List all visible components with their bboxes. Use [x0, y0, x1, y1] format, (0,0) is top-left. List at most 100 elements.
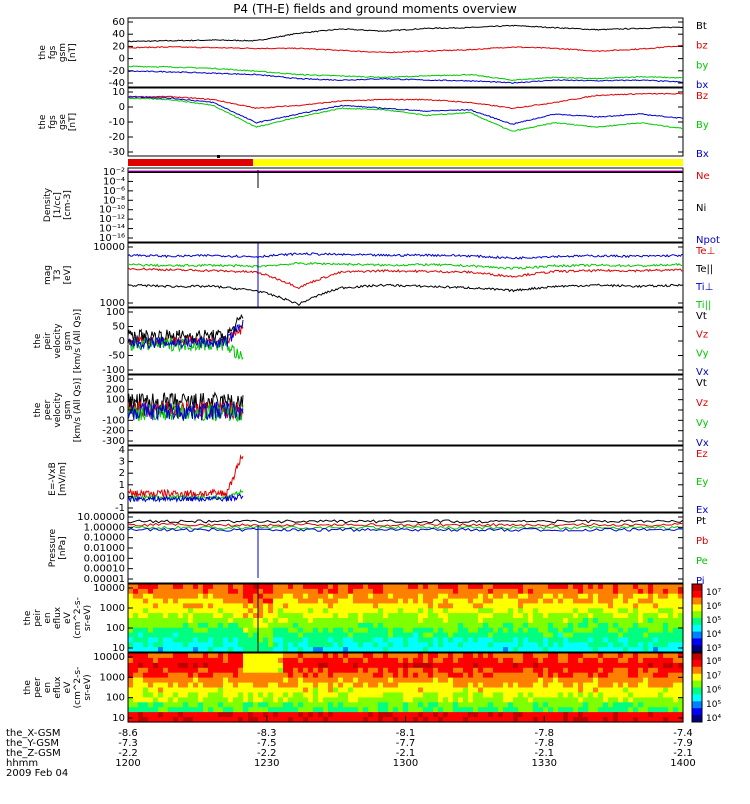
spectrogram-cell-peir	[193, 632, 199, 639]
spectrogram-cell-peir	[508, 618, 514, 624]
spectrogram-cell-peir	[648, 642, 654, 648]
spectrogram-cell-peer	[438, 662, 444, 669]
colorbar-cell	[692, 638, 702, 646]
spectrogram-cell-peir	[373, 622, 379, 629]
spectrogram-cell-peer	[508, 662, 514, 669]
spectrogram-cell-peir	[223, 584, 229, 590]
spectrogram-cell-peir	[548, 603, 554, 609]
spectrogram-cell-peir	[523, 613, 529, 619]
spectrogram-cell-peer	[638, 672, 644, 679]
spectrogram-cell-peir	[383, 618, 389, 624]
spectrogram-cell-peer	[423, 702, 429, 708]
spectrogram-cell-peer	[673, 682, 679, 689]
spectrogram-cell-peer	[208, 653, 214, 659]
spectrogram-cell-peir	[168, 613, 174, 619]
spectrogram-cell-peir	[138, 627, 144, 634]
spectrogram-cell-peir	[638, 632, 644, 639]
spectrogram-cell-peer	[408, 662, 414, 669]
spectrogram-cell-peir	[198, 642, 204, 648]
spectrogram-cell-peir	[228, 608, 234, 614]
spectrogram-cell-peer	[163, 682, 169, 689]
y-tick-label: -200	[102, 426, 125, 437]
spectrogram-cell-peer	[233, 717, 239, 723]
spectrogram-cell-peer	[248, 707, 254, 713]
spectrogram-cell-peer	[388, 697, 394, 703]
spectrogram-cell-peer	[333, 672, 339, 679]
spectrogram-cell-peer	[473, 657, 479, 664]
spectrogram-cell-peir	[193, 584, 199, 590]
y-axis-label: [km/s (All Qs)]	[73, 309, 83, 373]
spectrogram-cell-peir	[528, 603, 534, 609]
spectrogram-cell-peir	[563, 618, 569, 624]
spectrogram-cell-peer	[628, 657, 634, 664]
spectrogram-cell-peir	[603, 603, 609, 609]
spectrogram-cell-peir	[193, 598, 199, 605]
spectrogram-cell-peer	[583, 697, 589, 703]
spectrogram-cell-peir	[148, 608, 154, 614]
spectrogram-cell-peir	[668, 632, 674, 639]
spectrogram-cell-peer	[293, 702, 299, 708]
spectrogram-cell-peer	[483, 687, 489, 693]
spectrogram-cell-peer	[283, 667, 289, 674]
spectrogram-cell-peer	[278, 653, 284, 659]
y-axis-label: sr-eV)	[83, 674, 93, 700]
y-tick-label: 200	[106, 384, 125, 395]
spectrogram-cell-peir	[423, 593, 429, 600]
y-tick-label: 1000	[100, 298, 125, 309]
spectrogram-cell-peer	[153, 653, 159, 659]
spectrogram-cell-peir	[543, 622, 549, 629]
spectrogram-cell-peir	[378, 622, 384, 629]
spectrogram-cell-peir	[548, 588, 554, 595]
spectrogram-cell-peer	[183, 692, 189, 698]
spectrogram-cell-peir	[458, 588, 464, 595]
spectrogram-cell-peer	[458, 707, 464, 713]
spectrogram-cell-peir	[493, 588, 499, 595]
spectrogram-cell-peer	[553, 657, 559, 664]
spectrogram-cell-peir	[253, 603, 259, 609]
spectrogram-cell-peir	[193, 613, 199, 619]
spectrogram-cell-peir	[183, 618, 189, 624]
spectrogram-cell-peer	[158, 662, 164, 669]
spectrogram-cell-peir	[353, 627, 359, 634]
y-tick-label: 1000	[100, 603, 125, 614]
spectrogram-cell-peer	[533, 692, 539, 698]
spectrogram-cell-peir	[363, 608, 369, 614]
spectrogram-cell-peer	[643, 692, 649, 698]
spectrogram-cell-peir	[243, 618, 249, 624]
spectrogram-cell-peir	[388, 618, 394, 624]
spectrogram-cell-peir	[418, 632, 424, 639]
spectrogram-cell-peir	[503, 603, 509, 609]
spectrogram-cell-peir	[513, 598, 519, 605]
spectrogram-cell-peir	[323, 593, 329, 600]
spectrogram-cell-peir	[648, 598, 654, 605]
spectrogram-cell-peir	[588, 598, 594, 605]
spectrogram-cell-peer	[678, 682, 684, 689]
spectrogram-cell-peir	[173, 598, 179, 605]
spectrogram-cell-peir	[413, 593, 419, 600]
spectrogram-cell-peer	[208, 702, 214, 708]
spectrogram-cell-peer	[538, 682, 544, 689]
spectrogram-cell-peir	[203, 603, 209, 609]
spectrogram-cell-peir	[428, 637, 434, 643]
spectrogram-cell-peir	[333, 618, 339, 624]
spectrogram-cell-peir	[343, 618, 349, 624]
spectrogram-cell-peir	[313, 584, 319, 590]
spectrogram-cell-peer	[378, 702, 384, 708]
spectrogram-cell-peir	[628, 642, 634, 648]
spectrogram-cell-peir	[518, 593, 524, 600]
spectrogram-cell-peir	[463, 613, 469, 619]
spectrogram-cell-peir	[653, 642, 659, 648]
spectrogram-cell-peer	[228, 667, 234, 674]
y-axis-label: velocity	[53, 392, 63, 428]
spectrogram-cell-peir	[543, 627, 549, 634]
spectrogram-cell-peer	[373, 702, 379, 708]
spectrogram-cell-peir	[198, 598, 204, 605]
spectrogram-cell-peir	[433, 647, 439, 653]
spectrogram-cell-peer	[223, 697, 229, 703]
spectrogram-cell-peir	[558, 613, 564, 619]
spectrogram-cell-peer	[543, 667, 549, 674]
spectrogram-cell-peir	[488, 637, 494, 643]
spectrogram-cell-peer	[388, 662, 394, 669]
y-tick-label: 10⁻⁸	[103, 195, 125, 206]
spectrogram-cell-peer	[233, 712, 239, 718]
